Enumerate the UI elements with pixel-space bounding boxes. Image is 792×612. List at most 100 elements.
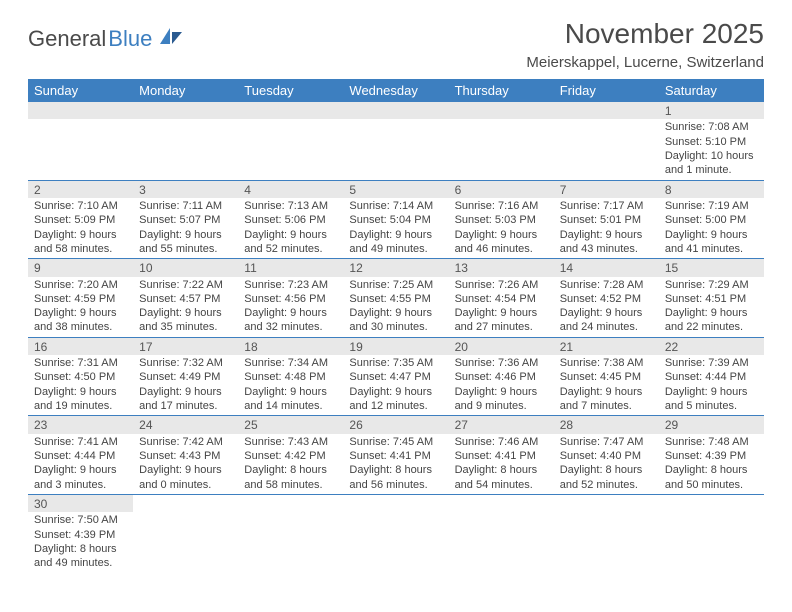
daylight-line2: and 38 minutes. (34, 320, 127, 334)
sunrise-text: Sunrise: 7:19 AM (665, 199, 758, 213)
day-details: Sunrise: 7:23 AMSunset: 4:56 PMDaylight:… (238, 277, 343, 337)
calendar-cell: 30Sunrise: 7:50 AMSunset: 4:39 PMDayligh… (28, 494, 133, 572)
day-details: Sunrise: 7:25 AMSunset: 4:55 PMDaylight:… (343, 277, 448, 337)
daylight-line1: Daylight: 9 hours (349, 228, 442, 242)
calendar-cell: 22Sunrise: 7:39 AMSunset: 4:44 PMDayligh… (659, 337, 764, 416)
day-details: Sunrise: 7:36 AMSunset: 4:46 PMDaylight:… (449, 355, 554, 415)
calendar-cell: 14Sunrise: 7:28 AMSunset: 4:52 PMDayligh… (554, 259, 659, 338)
day-number: 23 (28, 416, 133, 433)
sunrise-text: Sunrise: 7:50 AM (34, 513, 127, 527)
day-number: 11 (238, 259, 343, 276)
daylight-line2: and 1 minute. (665, 163, 758, 177)
sunset-text: Sunset: 4:55 PM (349, 292, 442, 306)
sunrise-text: Sunrise: 7:26 AM (455, 278, 548, 292)
logo: GeneralBlue (28, 26, 184, 52)
calendar-cell: 23Sunrise: 7:41 AMSunset: 4:44 PMDayligh… (28, 416, 133, 495)
day-number: 3 (133, 181, 238, 198)
sunrise-text: Sunrise: 7:28 AM (560, 278, 653, 292)
calendar-cell (449, 102, 554, 180)
sunset-text: Sunset: 4:48 PM (244, 370, 337, 384)
calendar-row: 23 Sunrise: 7:41 AMSunset: 4:44 PM Dayligh… (28, 416, 764, 495)
day-number: 14 (554, 259, 659, 276)
calendar-cell: 18Sunrise: 7:34 AMSunset: 4:48 PMDayligh… (238, 337, 343, 416)
calendar-cell (449, 494, 554, 572)
day-details: Sunrise: 7:31 AMSunset: 4:50 PMDaylight:… (28, 355, 133, 415)
calendar-cell: 4Sunrise: 7:13 AMSunset: 5:06 PMDaylight… (238, 180, 343, 259)
day-details: Sunrise: 7:13 AMSunset: 5:06 PMDaylight:… (238, 198, 343, 258)
daylight-line2: and 5 minutes. (665, 399, 758, 413)
calendar-cell (133, 494, 238, 572)
calendar-cell (238, 494, 343, 572)
day-number: 22 (659, 338, 764, 355)
sunrise-text: Sunrise: 7:31 AM (34, 356, 127, 370)
calendar-page: GeneralBlue November 2025 Meierskappel, … (0, 0, 792, 590)
day-details: Sunrise: 7:45 AMSunset: 4:41 PMDaylight:… (343, 434, 448, 494)
page-title: November 2025 (526, 18, 764, 50)
logo-word-2: Blue (108, 26, 152, 52)
daylight-line2: and 50 minutes. (665, 478, 758, 492)
calendar-cell (133, 102, 238, 180)
sunset-text: Sunset: 4:54 PM (455, 292, 548, 306)
daylight-line1: Daylight: 9 hours (455, 385, 548, 399)
dayname: Sunday (28, 79, 133, 102)
sunset-text: Sunset: 4:50 PM (34, 370, 127, 384)
calendar-cell: 26Sunrise: 7:45 AMSunset: 4:41 PMDayligh… (343, 416, 448, 495)
sunset-text: Sunset: 4:39 PM (34, 528, 127, 542)
sunrise-text: Sunrise: 7:10 AM (34, 199, 127, 213)
calendar-cell (343, 494, 448, 572)
sunrise-text: Sunrise: 7:35 AM (349, 356, 442, 370)
day-details: Sunrise: 7:47 AMSunset: 4:40 PMDaylight:… (554, 434, 659, 494)
calendar-cell (238, 102, 343, 180)
calendar-row: 30Sunrise: 7:50 AMSunset: 4:39 PMDayligh… (28, 494, 764, 572)
calendar-cell: 27Sunrise: 7:46 AMSunset: 4:41 PMDayligh… (449, 416, 554, 495)
sunset-text: Sunset: 4:41 PM (349, 449, 442, 463)
day-number: 13 (449, 259, 554, 276)
dayname: Wednesday (343, 79, 448, 102)
day-details: Sunrise: 7:43 AMSunset: 4:42 PMDaylight:… (238, 434, 343, 494)
day-number: 19 (343, 338, 448, 355)
daylight-line2: and 14 minutes. (244, 399, 337, 413)
calendar-row: 1Sunrise: 7:08 AMSunset: 5:10 PMDaylight… (28, 102, 764, 180)
day-details: Sunrise: 7:32 AMSunset: 4:49 PMDaylight:… (133, 355, 238, 415)
calendar-cell: 7Sunrise: 7:17 AMSunset: 5:01 PMDaylight… (554, 180, 659, 259)
day-number: 26 (343, 416, 448, 433)
sunrise-text: Sunrise: 7:45 AM (349, 435, 442, 449)
sunrise-text: Sunrise: 7:47 AM (560, 435, 653, 449)
calendar-cell: 8Sunrise: 7:19 AMSunset: 5:00 PMDaylight… (659, 180, 764, 259)
daylight-line1: Daylight: 8 hours (455, 463, 548, 477)
daylight-line2: and 19 minutes. (34, 399, 127, 413)
calendar-cell: 20Sunrise: 7:36 AMSunset: 4:46 PMDayligh… (449, 337, 554, 416)
sunset-text: Sunset: 5:06 PM (244, 213, 337, 227)
sunrise-text: Sunrise: 7:34 AM (244, 356, 337, 370)
day-number: 6 (449, 181, 554, 198)
day-number: 21 (554, 338, 659, 355)
sunset-text: Sunset: 4:43 PM (139, 449, 232, 463)
daylight-line2: and 41 minutes. (665, 242, 758, 256)
sunset-text: Sunset: 4:40 PM (560, 449, 653, 463)
daylight-line2: and 46 minutes. (455, 242, 548, 256)
day-details: Sunrise: 7:35 AMSunset: 4:47 PMDaylight:… (343, 355, 448, 415)
dayname: Saturday (659, 79, 764, 102)
daylight-line1: Daylight: 9 hours (349, 306, 442, 320)
day-details: Sunrise: 7:29 AMSunset: 4:51 PMDaylight:… (659, 277, 764, 337)
sunrise-text: Sunrise: 7:23 AM (244, 278, 337, 292)
day-number: 15 (659, 259, 764, 276)
daylight-line1: Daylight: 10 hours (665, 149, 758, 163)
sunrise-text: Sunrise: 7:41 AM (34, 435, 127, 449)
daylight-line1: Daylight: 9 hours (244, 306, 337, 320)
daylight-line2: and 56 minutes. (349, 478, 442, 492)
daylight-line2: and 0 minutes. (139, 478, 232, 492)
sunset-text: Sunset: 5:03 PM (455, 213, 548, 227)
sunrise-text: Sunrise: 7:11 AM (139, 199, 232, 213)
sunrise-text: Sunrise: 7:20 AM (34, 278, 127, 292)
daylight-line1: Daylight: 9 hours (244, 228, 337, 242)
daylight-line1: Daylight: 9 hours (244, 385, 337, 399)
daylight-line1: Daylight: 9 hours (665, 385, 758, 399)
dayname: Thursday (449, 79, 554, 102)
sunset-text: Sunset: 4:44 PM (34, 449, 127, 463)
daylight-line1: Daylight: 9 hours (560, 306, 653, 320)
dayname: Tuesday (238, 79, 343, 102)
day-number: 17 (133, 338, 238, 355)
daylight-line2: and 55 minutes. (139, 242, 232, 256)
sunrise-text: Sunrise: 7:29 AM (665, 278, 758, 292)
